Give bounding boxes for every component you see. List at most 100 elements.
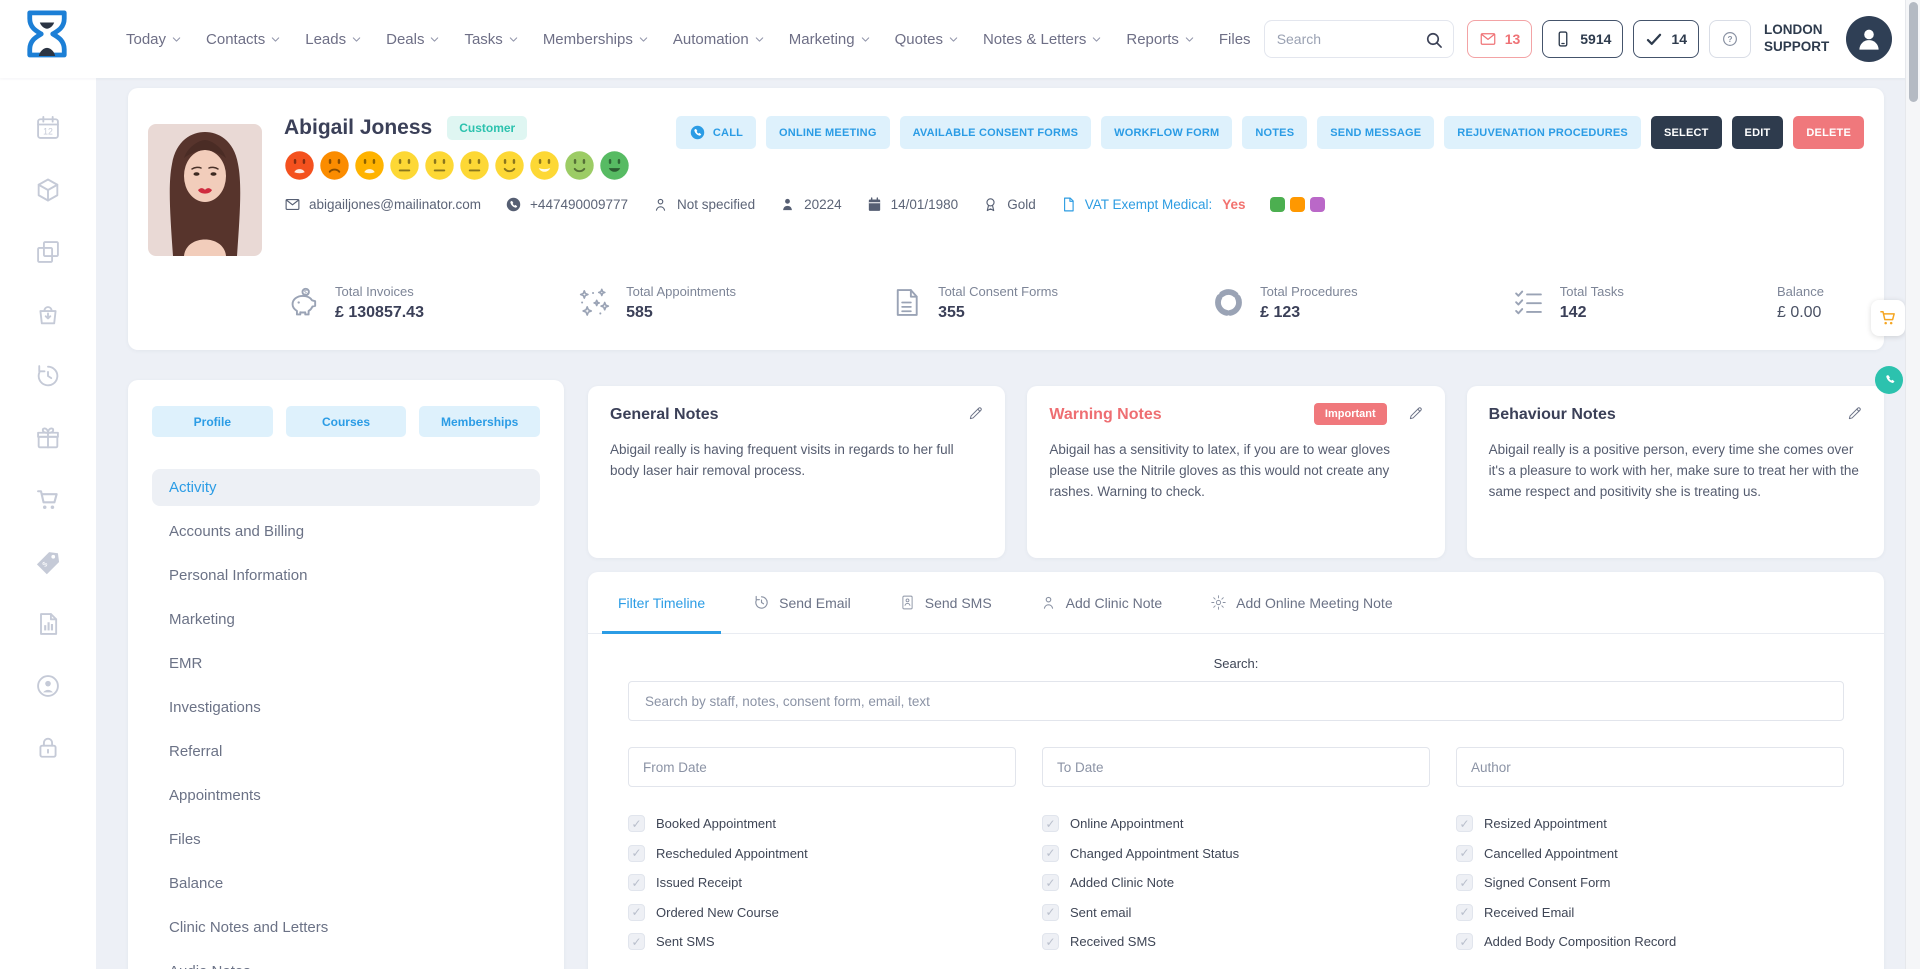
action-available-consent-forms[interactable]: AVAILABLE CONSENT FORMS (899, 116, 1092, 149)
vat-exempt-link[interactable]: VAT Exempt Medical: Yes (1060, 196, 1246, 213)
filter-checkbox-booked-appointment[interactable]: ✓ Booked Appointment (628, 809, 1016, 839)
sidebar-item-files[interactable]: Files (169, 831, 201, 848)
badge-messages[interactable]: 13 (1466, 20, 1533, 58)
filter-checkbox-signed-consent-form[interactable]: ✓ Signed Consent Form (1456, 868, 1844, 898)
action-workflow-form[interactable]: WORKFLOW FORM (1101, 116, 1233, 149)
pencil-icon[interactable] (1407, 404, 1425, 422)
filter-checkbox-changed-appointment-status[interactable]: ✓ Changed Appointment Status (1042, 839, 1430, 869)
sidebar-item-activity[interactable]: Activity (152, 469, 540, 506)
chevron-down-icon (171, 34, 182, 45)
account-icon[interactable] (34, 672, 62, 700)
mood-face-10[interactable] (599, 150, 630, 181)
app-logo[interactable] (24, 10, 70, 68)
action-rejuvenation-procedures[interactable]: REJUVENATION PROCEDURES (1444, 116, 1641, 149)
search-input[interactable] (1264, 31, 1415, 47)
filter-checkbox-resized-appointment[interactable]: ✓ Resized Appointment (1456, 809, 1844, 839)
tab-send-email[interactable]: Send Email (753, 572, 851, 633)
nav-notes-letters[interactable]: Notes & Letters (983, 31, 1102, 48)
action-delete[interactable]: DELETE (1793, 116, 1864, 149)
filter-checkbox-issued-receipt[interactable]: ✓ Issued Receipt (628, 868, 1016, 898)
lock-icon[interactable] (34, 734, 62, 762)
nav-contacts[interactable]: Contacts (206, 31, 281, 48)
filter-input-from-date[interactable] (628, 747, 1016, 787)
sidebar-item-emr[interactable]: EMR (169, 655, 203, 672)
nav-reports[interactable]: Reports (1126, 31, 1195, 48)
package-icon[interactable] (34, 176, 62, 204)
mood-face-4[interactable] (389, 150, 420, 181)
history-icon[interactable] (34, 362, 62, 390)
nav-memberships[interactable]: Memberships (543, 31, 649, 48)
copy-icon[interactable] (34, 238, 62, 266)
tab-courses[interactable]: Courses (285, 406, 407, 437)
filter-checkbox-added-body-composition-record[interactable]: ✓ Added Body Composition Record (1456, 927, 1844, 957)
report-icon[interactable] (34, 610, 62, 638)
tab-add-clinic-note[interactable]: Add Clinic Note (1040, 572, 1162, 633)
bag-icon[interactable] (34, 300, 62, 328)
action-call[interactable]: CALL (675, 116, 757, 149)
badge-sms-credits[interactable]: 5914 (1542, 20, 1624, 58)
filter-checkbox-added-clinic-note[interactable]: ✓ Added Clinic Note (1042, 868, 1430, 898)
mood-face-8[interactable] (529, 150, 560, 181)
nav-today[interactable]: Today (126, 31, 182, 48)
tab-profile[interactable]: Profile (152, 406, 273, 437)
action-notes[interactable]: NOTES (1242, 116, 1308, 149)
pencil-icon[interactable] (967, 404, 985, 422)
tab-memberships[interactable]: Memberships (419, 406, 541, 437)
cart-widget[interactable] (1871, 300, 1905, 336)
sidebar-item-accounts-and-billing[interactable]: Accounts and Billing (169, 523, 305, 540)
filter-checkbox-online-appointment[interactable]: ✓ Online Appointment (1042, 809, 1430, 839)
mood-face-1[interactable] (284, 150, 315, 181)
pencil-icon[interactable] (1846, 404, 1864, 422)
filter-checkbox-received-email[interactable]: ✓ Received Email (1456, 898, 1844, 928)
tab-add-online-meeting-note[interactable]: Add Online Meeting Note (1210, 572, 1393, 633)
filter-checkbox-sent-sms[interactable]: ✓ Sent SMS (628, 927, 1016, 957)
sidebar-item-appointments[interactable]: Appointments (169, 787, 261, 804)
filter-input-to-date[interactable] (1042, 747, 1430, 787)
action-edit[interactable]: EDIT (1731, 116, 1784, 149)
nav-quotes[interactable]: Quotes (895, 31, 959, 48)
badge-help[interactable]: ? (1709, 20, 1751, 58)
filter-checkbox-rescheduled-appointment[interactable]: ✓ Rescheduled Appointment (628, 839, 1016, 869)
sidebar-item-audio-notes[interactable]: Audio Notes (152, 953, 540, 969)
cart-icon[interactable] (34, 486, 62, 514)
nav-marketing[interactable]: Marketing (789, 31, 871, 48)
tab-send-sms[interactable]: Send SMS (899, 572, 992, 633)
sidebar-item-referral[interactable]: Referral (169, 743, 223, 760)
sidebar-item-investigations[interactable]: Investigations (169, 699, 261, 716)
call-widget[interactable] (1875, 366, 1903, 394)
user-avatar[interactable] (1846, 16, 1892, 62)
mood-face-6[interactable] (459, 150, 490, 181)
filter-checkbox-received-sms[interactable]: ✓ Received SMS (1042, 927, 1430, 957)
calendar-icon[interactable]: 12 (34, 114, 62, 142)
gift-icon[interactable] (34, 424, 62, 452)
badge-tasks[interactable]: 14 (1633, 20, 1699, 58)
mood-face-3[interactable] (354, 150, 385, 181)
mood-face-2[interactable] (319, 150, 350, 181)
action-send-message[interactable]: SEND MESSAGE (1317, 116, 1435, 149)
filter-input-author[interactable] (1456, 747, 1844, 787)
filter-checkbox-sent-email[interactable]: ✓ Sent email (1042, 898, 1430, 928)
sidebar-item-balance[interactable]: Balance (169, 875, 224, 892)
filter-checkbox-cancelled-appointment[interactable]: ✓ Cancelled Appointment (1456, 839, 1844, 869)
filter-checkbox-ordered-new-course[interactable]: ✓ Ordered New Course (628, 898, 1016, 928)
mood-face-9[interactable] (564, 150, 595, 181)
tab-filter-timeline[interactable]: Filter Timeline (601, 572, 722, 634)
action-online-meeting[interactable]: ONLINE MEETING (766, 116, 890, 149)
nav-leads[interactable]: Leads (305, 31, 362, 48)
checkbox: ✓ (628, 815, 645, 833)
sidebar-item-clinic-notes-and-letters[interactable]: Clinic Notes and Letters (169, 919, 329, 936)
nav-deals[interactable]: Deals (386, 31, 440, 48)
search-icon[interactable] (1415, 21, 1453, 57)
action-select[interactable]: SELECT (1650, 116, 1722, 149)
mood-face-7[interactable] (494, 150, 525, 181)
sidebar-item-marketing[interactable]: Marketing (169, 611, 235, 628)
nav-files[interactable]: Files (1218, 30, 1251, 48)
scrollbar-thumb[interactable] (1909, 2, 1918, 102)
stat-total-tasks: Total Tasks 142 (1511, 284, 1624, 322)
tag-icon[interactable]: $ (34, 548, 62, 576)
nav-automation[interactable]: Automation (673, 31, 765, 48)
mood-face-5[interactable] (424, 150, 455, 181)
sidebar-item-personal-information[interactable]: Personal Information (169, 567, 308, 584)
timeline-search-input[interactable] (628, 681, 1844, 721)
nav-tasks[interactable]: Tasks (464, 31, 518, 48)
